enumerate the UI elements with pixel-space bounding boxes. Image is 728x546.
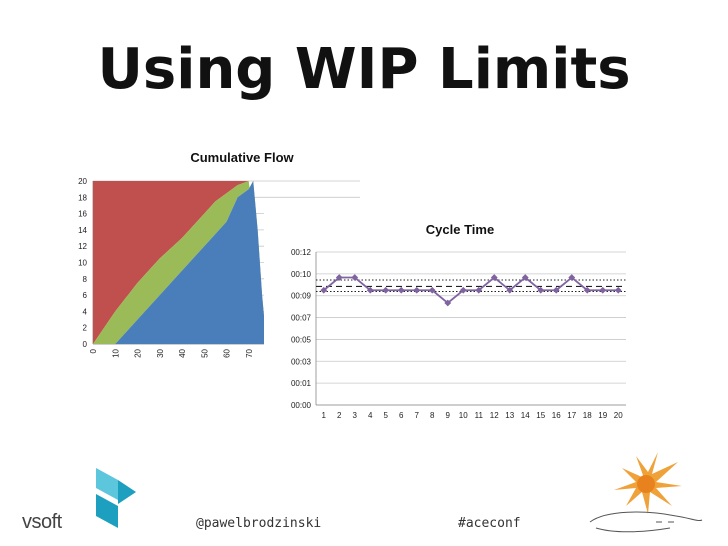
cfd-x-tick-label: 0 [89,348,98,353]
cfd-y-tick-label: 12 [78,242,87,251]
cfd-x-tick-label: 20 [134,348,143,357]
ct-x-tick-label: 11 [475,411,484,420]
ct-x-tick-label: 17 [567,411,576,420]
cycle-time-chart: Cycle Time 00:00 00:01 00:03 00:05 00:07 00:0… [264,212,644,427]
ct-y-tick-label: 00:07 [291,314,312,323]
ct-y-tick-label: 00:03 [291,357,312,366]
slide-title: Using WIP Limits [97,37,631,102]
cfd-y-tick-label: 0 [83,340,88,349]
ct-x-tick-label: 8 [430,411,435,420]
ct-data-point [568,274,576,281]
cfd-area-in-progress [93,181,267,344]
cfd-y-tick-label: 14 [78,226,87,235]
ct-data-point [506,286,514,294]
vsoft-logo-text: vsoft [22,511,62,533]
ct-data-point [521,274,529,281]
ct-x-tick-label: 14 [521,411,530,420]
ct-x-tick-label: 5 [384,411,389,420]
cfd-y-tick-label: 20 [78,177,87,186]
ct-x-tick-label: 19 [598,411,607,420]
cfd-y-tick-label: 18 [78,193,87,202]
cfd-x-tick-label: 10 [111,348,120,357]
ct-y-tick-label: 00:00 [291,401,312,410]
ct-x-tick-label: 6 [399,411,404,420]
ct-data-point [599,286,607,294]
cfd-area-done [93,181,267,344]
twitter-handle: @pawelbrodzinski [196,516,322,531]
cfd-x-tick-label: 70 [245,348,254,357]
conference-logo-icon [589,452,703,533]
ct-y-tick-label: 00:01 [291,379,312,388]
ct-y-tick-label: 00:10 [291,270,312,279]
cfd-x-tick-label: 50 [200,348,209,357]
ct-x-tick-label: 3 [353,411,358,420]
cfd-x-tick-label: 30 [156,348,165,357]
cfd-y-tick-label: 4 [83,307,88,316]
ct-x-tick-label: 1 [322,411,327,420]
ct-data-point [614,286,622,294]
ct-y-tick-label: 00:12 [291,248,312,257]
ct-x-tick-label: 16 [552,411,561,420]
ct-x-tick-label: 10 [459,411,468,420]
ct-x-tick-label: 18 [583,411,592,420]
cfd-y-tick-label: 16 [78,210,87,219]
cfd-x-tick-label: 60 [223,348,232,357]
ct-data-point [583,286,591,294]
cycle-time-background [264,212,644,427]
ct-y-tick-label: 00:05 [291,335,312,344]
ct-x-tick-label: 4 [368,411,373,420]
ct-x-tick-label: 13 [505,411,514,420]
ct-x-tick-label: 2 [337,411,342,420]
ct-y-tick-label: 00:09 [291,292,312,301]
ct-x-tick-label: 9 [446,411,451,420]
ct-x-tick-label: 7 [415,411,420,420]
ct-x-tick-label: 15 [536,411,545,420]
cfd-y-tick-label: 6 [83,291,88,300]
ct-data-point [537,286,545,294]
cfd-y-tick-label: 10 [78,259,87,268]
conference-hashtag: #aceconf [458,516,521,531]
ct-x-tick-label: 20 [614,411,623,420]
sketch-line-icon [589,511,703,533]
cfd-y-tick-label: 2 [83,324,88,333]
ct-x-tick-label: 12 [490,411,499,420]
cfd-area-todo [93,181,249,344]
cfd-y-tick-label: 8 [83,275,88,284]
cfd-title: Cumulative Flow [190,150,294,165]
vsoft-logo-icon [96,468,136,528]
sunburst-icon [614,452,682,514]
cfd-x-tick-label: 40 [178,348,187,357]
ct-data-point [552,286,560,294]
ct-title: Cycle Time [426,222,494,237]
